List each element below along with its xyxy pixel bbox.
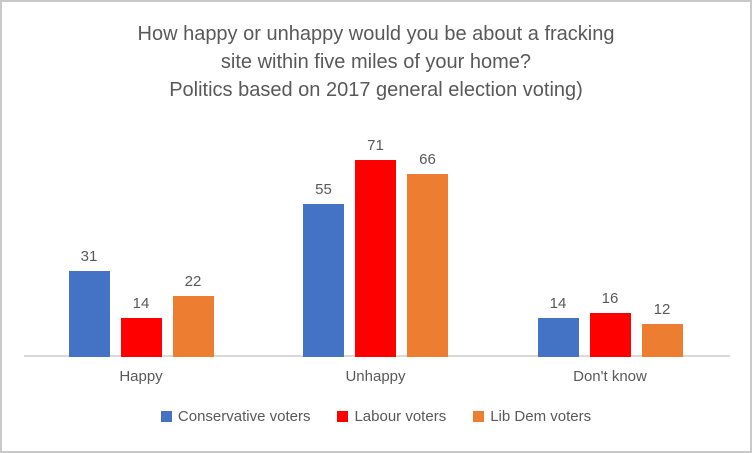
chart-title: How happy or unhappy would you be about … [2,20,750,104]
category-label: Don't know [573,368,647,385]
category-label: Happy [119,368,163,385]
legend-item: Lib Dem voters [473,408,591,425]
legend-label: Lib Dem voters [490,408,592,425]
data-label: 12 [653,301,671,318]
bar [172,296,214,357]
bar [303,204,344,357]
data-label: 14 [132,295,150,312]
legend-label: Labour voters [354,408,447,425]
legend: Conservative voters Labour voters Lib Dem … [2,408,750,425]
chart-title-line: Politics based on 2017 general election … [169,79,583,101]
bar [537,318,579,357]
chart-title-line: How happy or unhappy would you be about … [137,23,615,45]
legend-swatch-icon [160,411,172,422]
data-label: 55 [315,181,332,198]
category-label: Unhappy [345,368,406,385]
bar [589,313,631,357]
chart-title-line: site within five miles of your home? [220,51,532,73]
data-label: 66 [419,151,436,168]
legend-swatch-icon [473,411,485,422]
legend-item: Conservative voters [160,408,311,425]
bar [68,271,110,357]
legend-label: Conservative voters [177,408,311,425]
data-label: 31 [80,248,98,265]
bar [641,324,683,357]
bar [407,174,448,357]
data-label: 22 [184,273,202,290]
legend-swatch-icon [337,411,349,422]
bar [355,160,396,357]
bar [120,318,162,357]
data-label: 14 [549,295,567,312]
data-label: 71 [367,137,384,154]
data-label: 16 [601,290,619,307]
legend-item: Labour voters [337,408,446,425]
